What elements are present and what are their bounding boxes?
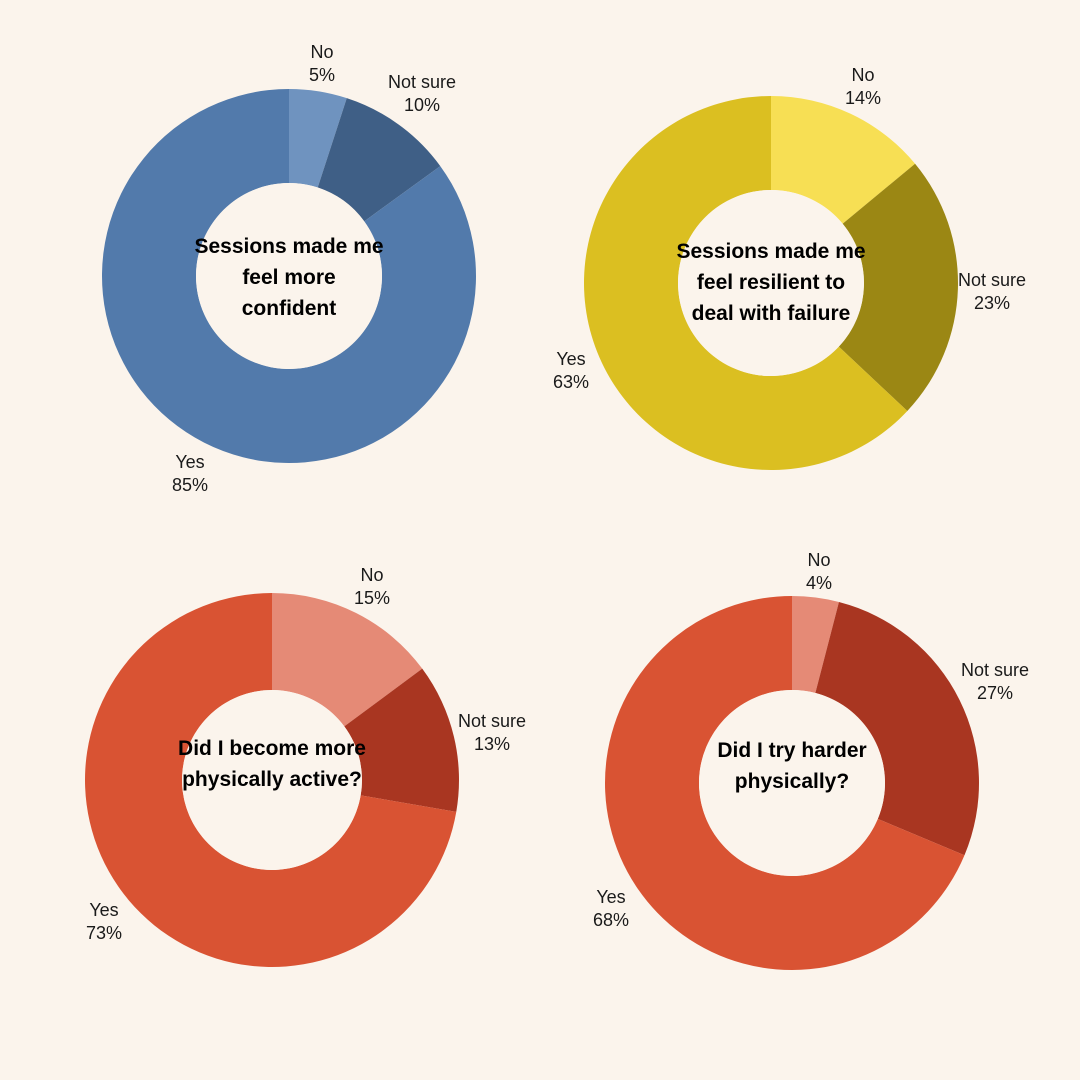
category-label: Yes <box>89 900 118 920</box>
value-label: 15% <box>354 588 390 608</box>
slice-label-not-sure: Not sure 13% <box>458 711 526 754</box>
slice-not-sure <box>344 668 459 812</box>
category-label: No <box>310 42 333 62</box>
donut-hole <box>699 690 885 876</box>
slice-no <box>289 89 347 188</box>
value-label: 85% <box>172 475 208 495</box>
value-label: 13% <box>474 734 510 754</box>
value-label: 27% <box>977 683 1013 703</box>
category-label: Yes <box>175 452 204 472</box>
donut-hole <box>196 183 382 369</box>
value-label: 68% <box>593 910 629 930</box>
donut-hole <box>182 690 362 870</box>
slice-label-yes: Yes 68% <box>593 887 629 930</box>
slice-yes <box>101 89 476 463</box>
slice-yes <box>605 596 965 970</box>
slice-label-no: No 14% <box>845 65 881 108</box>
chart-title: Did I become more physically active? <box>178 737 366 791</box>
slice-label-no: No 15% <box>354 565 390 608</box>
slice-yes <box>584 96 908 470</box>
category-label: No <box>807 550 830 570</box>
slice-label-not-sure: Not sure 10% <box>388 72 456 115</box>
slice-label-yes: Yes 85% <box>172 452 208 495</box>
category-label: Not sure <box>458 711 526 731</box>
slice-label-not-sure: Not sure 23% <box>958 270 1026 313</box>
donut-chart-3: Did I become more physically active? No 15%… <box>85 565 526 967</box>
slice-not-sure <box>838 163 959 412</box>
category-label: Yes <box>556 349 585 369</box>
value-label: 4% <box>806 573 832 593</box>
slice-label-no: No 4% <box>806 550 832 593</box>
value-label: 73% <box>86 923 122 943</box>
slice-label-yes: Yes 63% <box>553 349 589 392</box>
chart-title: Sessions made me feel resilient to deal wi… <box>676 240 865 325</box>
value-label: 10% <box>404 95 440 115</box>
chart-title: Did I try harder physically? <box>717 739 866 793</box>
slice-label-not-sure: Not sure 27% <box>961 660 1029 703</box>
donut-chart-2: Sessions made me feel resilient to deal wi… <box>553 65 1026 470</box>
donut-chart-4: Did I try harder physically? No 4% Not sure 2… <box>593 550 1029 970</box>
value-label: 63% <box>553 372 589 392</box>
category-label: No <box>360 565 383 585</box>
donut-hole <box>678 190 864 376</box>
slice-label-yes: Yes 73% <box>86 900 122 943</box>
category-label: Not sure <box>958 270 1026 290</box>
chart-title: Sessions made me feel more confident <box>194 235 383 320</box>
category-label: Yes <box>596 887 625 907</box>
category-label: Not sure <box>961 660 1029 680</box>
slice-label-no: No 5% <box>309 42 335 85</box>
value-label: 23% <box>974 293 1010 313</box>
slice-not-sure <box>815 601 979 856</box>
slice-yes <box>85 593 457 967</box>
slice-no <box>272 593 423 727</box>
category-label: Not sure <box>388 72 456 92</box>
value-label: 5% <box>309 65 335 85</box>
category-label: No <box>851 65 874 85</box>
slice-no <box>771 96 916 224</box>
slice-not-sure <box>317 98 441 222</box>
value-label: 14% <box>845 88 881 108</box>
slice-no <box>792 596 839 693</box>
